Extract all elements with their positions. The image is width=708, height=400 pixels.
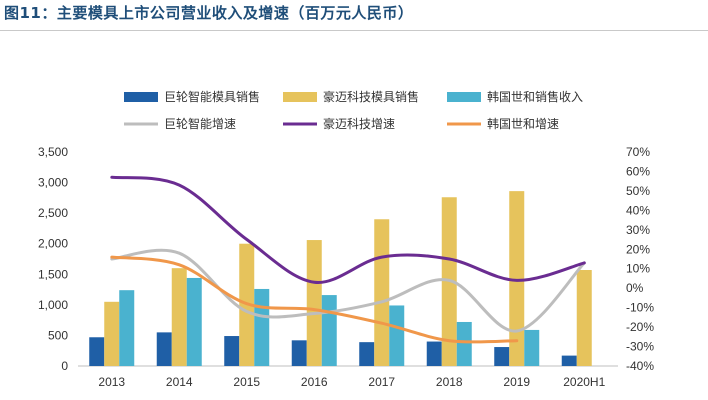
bar-1 bbox=[494, 347, 510, 366]
left-axis-tick-label: 2,000 bbox=[38, 237, 68, 251]
right-axis-tick-label: -20% bbox=[626, 320, 654, 334]
right-axis-tick-label: 0% bbox=[626, 281, 644, 295]
left-axis-tick-label: 3,500 bbox=[38, 145, 68, 159]
legend-swatch bbox=[447, 92, 481, 102]
right-axis-tick-label: 70% bbox=[626, 145, 650, 159]
legend-label: 韩国世和增速 bbox=[487, 116, 559, 131]
line-julun-growth bbox=[110, 248, 586, 333]
bar-3 bbox=[456, 321, 472, 366]
bar-2 bbox=[374, 219, 390, 366]
bar-1 bbox=[291, 340, 307, 366]
bar-2 bbox=[306, 240, 322, 366]
left-axis-tick-label: 1,000 bbox=[38, 298, 68, 312]
bar-1 bbox=[426, 341, 442, 366]
figure-title: 图11：主要模具上市公司营业收入及增速（百万元人民币） bbox=[4, 4, 414, 22]
right-axis-tick-label: 60% bbox=[626, 164, 650, 178]
right-axis-tick-label: -10% bbox=[626, 301, 654, 315]
legend-label: 巨轮智能模具销售 bbox=[164, 89, 260, 104]
right-axis-tick-label: 50% bbox=[626, 184, 650, 198]
x-axis-tick-label: 2020H1 bbox=[563, 375, 605, 389]
left-axis-tick-label: 500 bbox=[48, 328, 68, 342]
bars bbox=[89, 191, 592, 366]
legend-label: 豪迈科技增速 bbox=[323, 116, 395, 131]
x-axis-tick-label: 2017 bbox=[368, 375, 395, 389]
legend-label: 巨轮智能增速 bbox=[164, 116, 236, 131]
bar-3 bbox=[254, 288, 270, 366]
right-axis-tick-label: 30% bbox=[626, 223, 650, 237]
bar-2 bbox=[509, 191, 525, 366]
line-sehwa-growth bbox=[110, 255, 519, 344]
legend-label: 韩国世和销售收入 bbox=[487, 89, 583, 104]
right-axis-tick-label: -40% bbox=[626, 359, 654, 373]
bar-3 bbox=[524, 329, 540, 366]
bar-2 bbox=[104, 301, 120, 366]
lines bbox=[110, 175, 586, 344]
left-axis-tick-label: 3,000 bbox=[38, 176, 68, 190]
left-axis-tick-label: 1,500 bbox=[38, 267, 68, 281]
line-haomai-growth bbox=[110, 175, 586, 284]
bar-1 bbox=[156, 332, 172, 366]
legend-label: 豪迈科技模具销售 bbox=[323, 89, 419, 104]
bar-1 bbox=[359, 342, 375, 366]
bar-3 bbox=[389, 305, 405, 366]
x-axis-tick-label: 2019 bbox=[503, 375, 530, 389]
legend-swatch bbox=[283, 92, 317, 102]
x-axis-tick-label: 2013 bbox=[98, 375, 125, 389]
bar-1 bbox=[561, 355, 577, 366]
bar-3 bbox=[119, 290, 135, 366]
right-axis-tick-label: -30% bbox=[626, 340, 654, 354]
right-axis-tick-label: 20% bbox=[626, 242, 650, 256]
x-axis-tick-label: 2018 bbox=[436, 375, 463, 389]
x-axis-tick-label: 2014 bbox=[166, 375, 193, 389]
bar-1 bbox=[224, 336, 240, 366]
bar-3 bbox=[186, 277, 202, 366]
bar-2 bbox=[171, 268, 187, 366]
right-axis-tick-label: 10% bbox=[626, 262, 650, 276]
x-axis-tick-label: 2016 bbox=[301, 375, 328, 389]
left-axis-tick-label: 2,500 bbox=[38, 206, 68, 220]
bar-1 bbox=[89, 337, 105, 366]
title-divider bbox=[0, 30, 708, 31]
left-axis-tick-label: 0 bbox=[61, 359, 68, 373]
right-axis-tick-label: 40% bbox=[626, 203, 650, 217]
bar-2 bbox=[576, 270, 592, 366]
bar-3 bbox=[321, 295, 337, 366]
legend-swatch bbox=[124, 92, 158, 102]
x-axis-tick-label: 2015 bbox=[233, 375, 260, 389]
